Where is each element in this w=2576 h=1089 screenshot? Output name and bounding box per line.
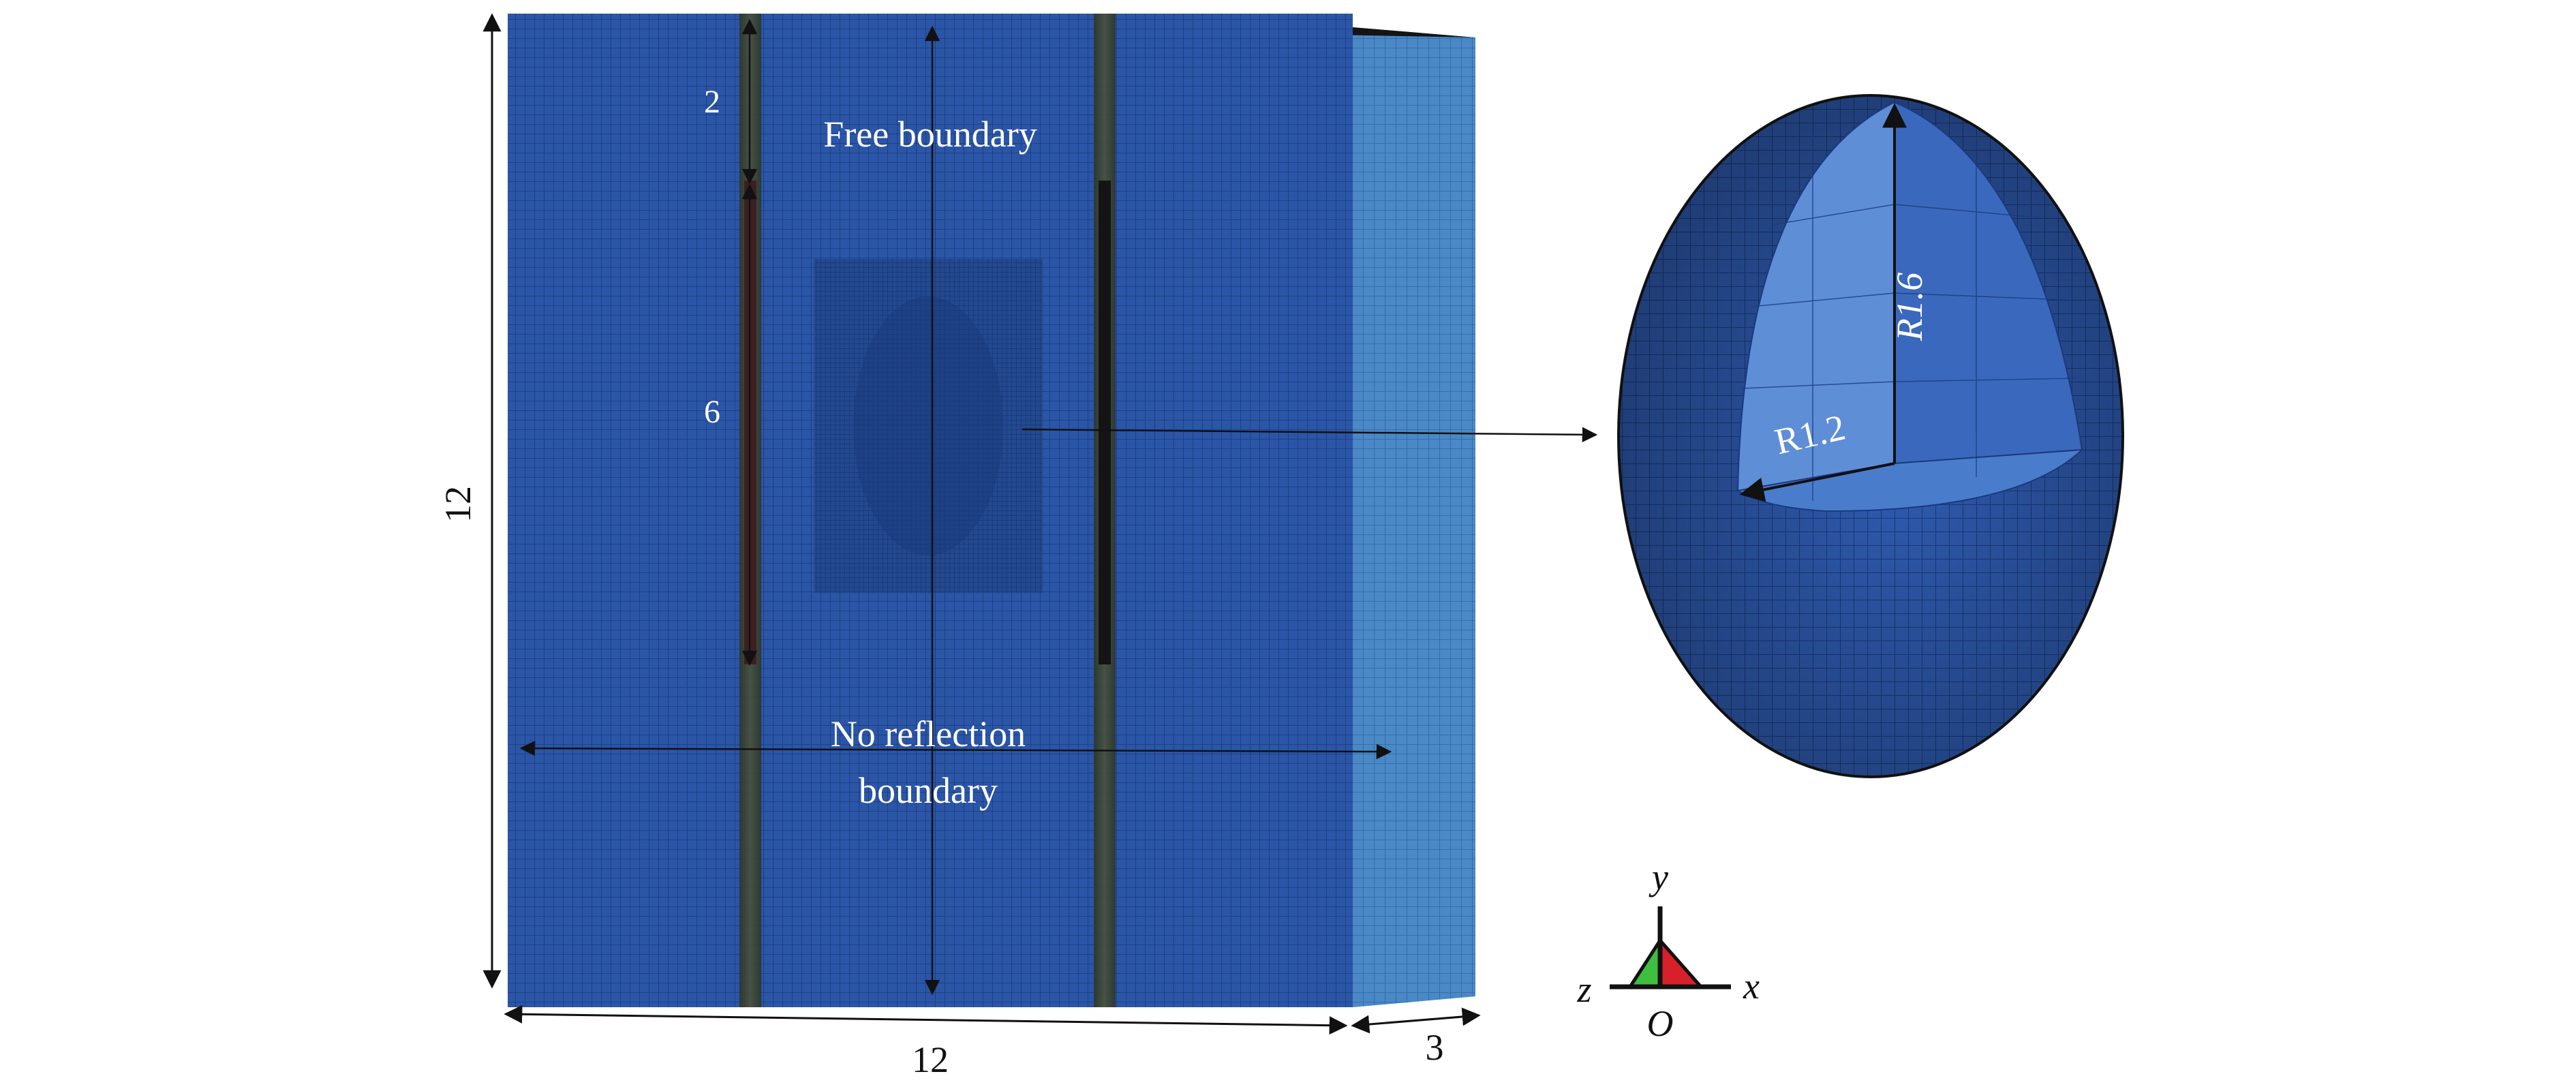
triad-label-x: x <box>1743 966 1760 1007</box>
block-side-face <box>1353 27 1475 1007</box>
label-width: 12 <box>912 1039 949 1080</box>
width-dimension-line <box>504 1004 1348 1035</box>
label-radius-vertical: R1.6 <box>1889 273 1930 342</box>
label-depth: 3 <box>1426 1027 1444 1068</box>
radius-horizontal-line <box>1739 462 1895 502</box>
depth-dimension-line <box>1351 1007 1481 1034</box>
label-height: 12 <box>438 486 478 523</box>
triad-label-z: z <box>1576 969 1591 1010</box>
triad-label-origin: O <box>1647 1003 1674 1044</box>
charge-right <box>1099 181 1111 664</box>
cutaway-side-wall <box>1736 101 1895 492</box>
axes-triad <box>1610 906 1731 990</box>
label-charge-length: 6 <box>704 394 720 430</box>
label-no-reflection-line1: No reflection <box>831 714 1026 754</box>
horizontal-spacing-line <box>519 740 1392 760</box>
cutaway-floor <box>1736 448 2084 512</box>
label-free-boundary: Free boundary <box>823 114 1037 155</box>
refined-mesh-core <box>853 296 1003 555</box>
dimension-lines <box>482 13 1598 1035</box>
label-top-segment: 2 <box>704 84 720 120</box>
triad-label-y: y <box>1649 857 1668 898</box>
cavity-detail <box>1617 94 2124 778</box>
detail-pointer-arrow <box>1022 427 1598 443</box>
cutaway-back-wall <box>1894 101 2083 465</box>
block-model <box>508 14 1475 1007</box>
label-no-reflection-line2: boundary <box>859 770 998 811</box>
